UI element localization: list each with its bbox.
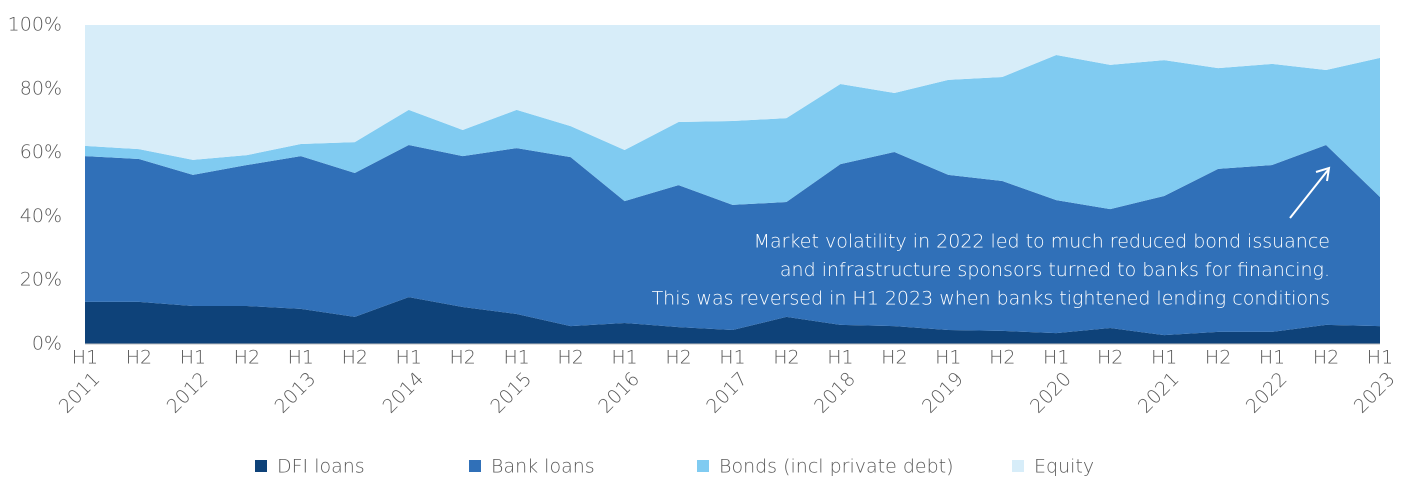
x-tick-label: H1 [827, 347, 853, 369]
x-tick-label: H1 [1043, 347, 1069, 369]
x-year-label: 2011 [55, 368, 105, 418]
x-tick-label: H2 [1205, 347, 1231, 369]
x-tick-label: H2 [773, 347, 799, 369]
x-year-label: 2019 [918, 368, 968, 418]
x-year-label: 2021 [1134, 368, 1184, 418]
legend-label: Bonds (incl private debt) [719, 456, 954, 478]
x-year-label: 2014 [378, 368, 428, 418]
x-year-label: 2023 [1350, 368, 1400, 418]
x-tick-label: H2 [450, 347, 476, 369]
x-tick-label: H1 [1259, 347, 1285, 369]
y-tick-label: 80% [20, 77, 62, 99]
x-year-label: 2012 [163, 368, 213, 418]
legend-label: Bank loans [491, 456, 595, 478]
x-year-label: 2016 [594, 368, 644, 418]
x-tick-label: H1 [935, 347, 961, 369]
x-year-label: 2013 [271, 368, 321, 418]
x-tick-label: H2 [881, 347, 907, 369]
x-tick-label: H2 [665, 347, 691, 369]
x-tick-label: H1 [1151, 347, 1177, 369]
area [85, 25, 1380, 160]
area [85, 54, 1380, 210]
annotation: and infrastructure sponsors turned to ba… [780, 259, 1330, 281]
x-year-label: 2022 [1242, 368, 1292, 418]
x-tick-label: H2 [1313, 347, 1339, 369]
x-year-label: 2018 [810, 368, 860, 418]
y-tick-label: 0% [32, 333, 62, 355]
x-tick-label: H2 [989, 347, 1015, 369]
legend-swatch [1012, 460, 1024, 472]
annotation-arrowhead [1315, 166, 1331, 182]
x-tick-label: H1 [396, 347, 422, 369]
x-tick-label: H1 [719, 347, 745, 369]
x-year-label: 2015 [486, 368, 536, 418]
y-tick-label: 40% [20, 205, 62, 227]
legend-swatch [697, 460, 709, 472]
x-tick-label: H1 [611, 347, 637, 369]
y-tick-label: 60% [20, 141, 62, 163]
legend-label: DFI loans [277, 456, 365, 478]
x-tick-label: H1 [180, 347, 206, 369]
annotation: Market volatility in 2022 led to much re… [754, 231, 1330, 253]
x-tick-label: H2 [126, 347, 152, 369]
x-tick-label: H1 [503, 347, 529, 369]
area [85, 144, 1380, 336]
area [85, 297, 1380, 344]
x-tick-label: H1 [288, 347, 314, 369]
x-tick-label: H2 [1097, 347, 1123, 369]
legend-swatch [469, 460, 481, 472]
y-tick-label: 100% [8, 14, 62, 36]
x-tick-label: H2 [234, 347, 260, 369]
plot [85, 25, 1380, 344]
annotation: This was reversed in H1 2023 when banks … [652, 288, 1330, 310]
x-tick-label: H2 [557, 347, 583, 369]
x-tick-label: H2 [342, 347, 368, 369]
x-year-label: 2020 [1026, 368, 1076, 418]
legend-swatch [255, 460, 267, 472]
x-tick-label: H1 [1367, 347, 1393, 369]
annotation-arrow [1289, 169, 1329, 219]
x-tick-label: H1 [72, 347, 98, 369]
x-year-label: 2017 [702, 368, 752, 418]
y-tick-label: 20% [20, 269, 62, 291]
legend-label: Equity [1034, 456, 1094, 478]
